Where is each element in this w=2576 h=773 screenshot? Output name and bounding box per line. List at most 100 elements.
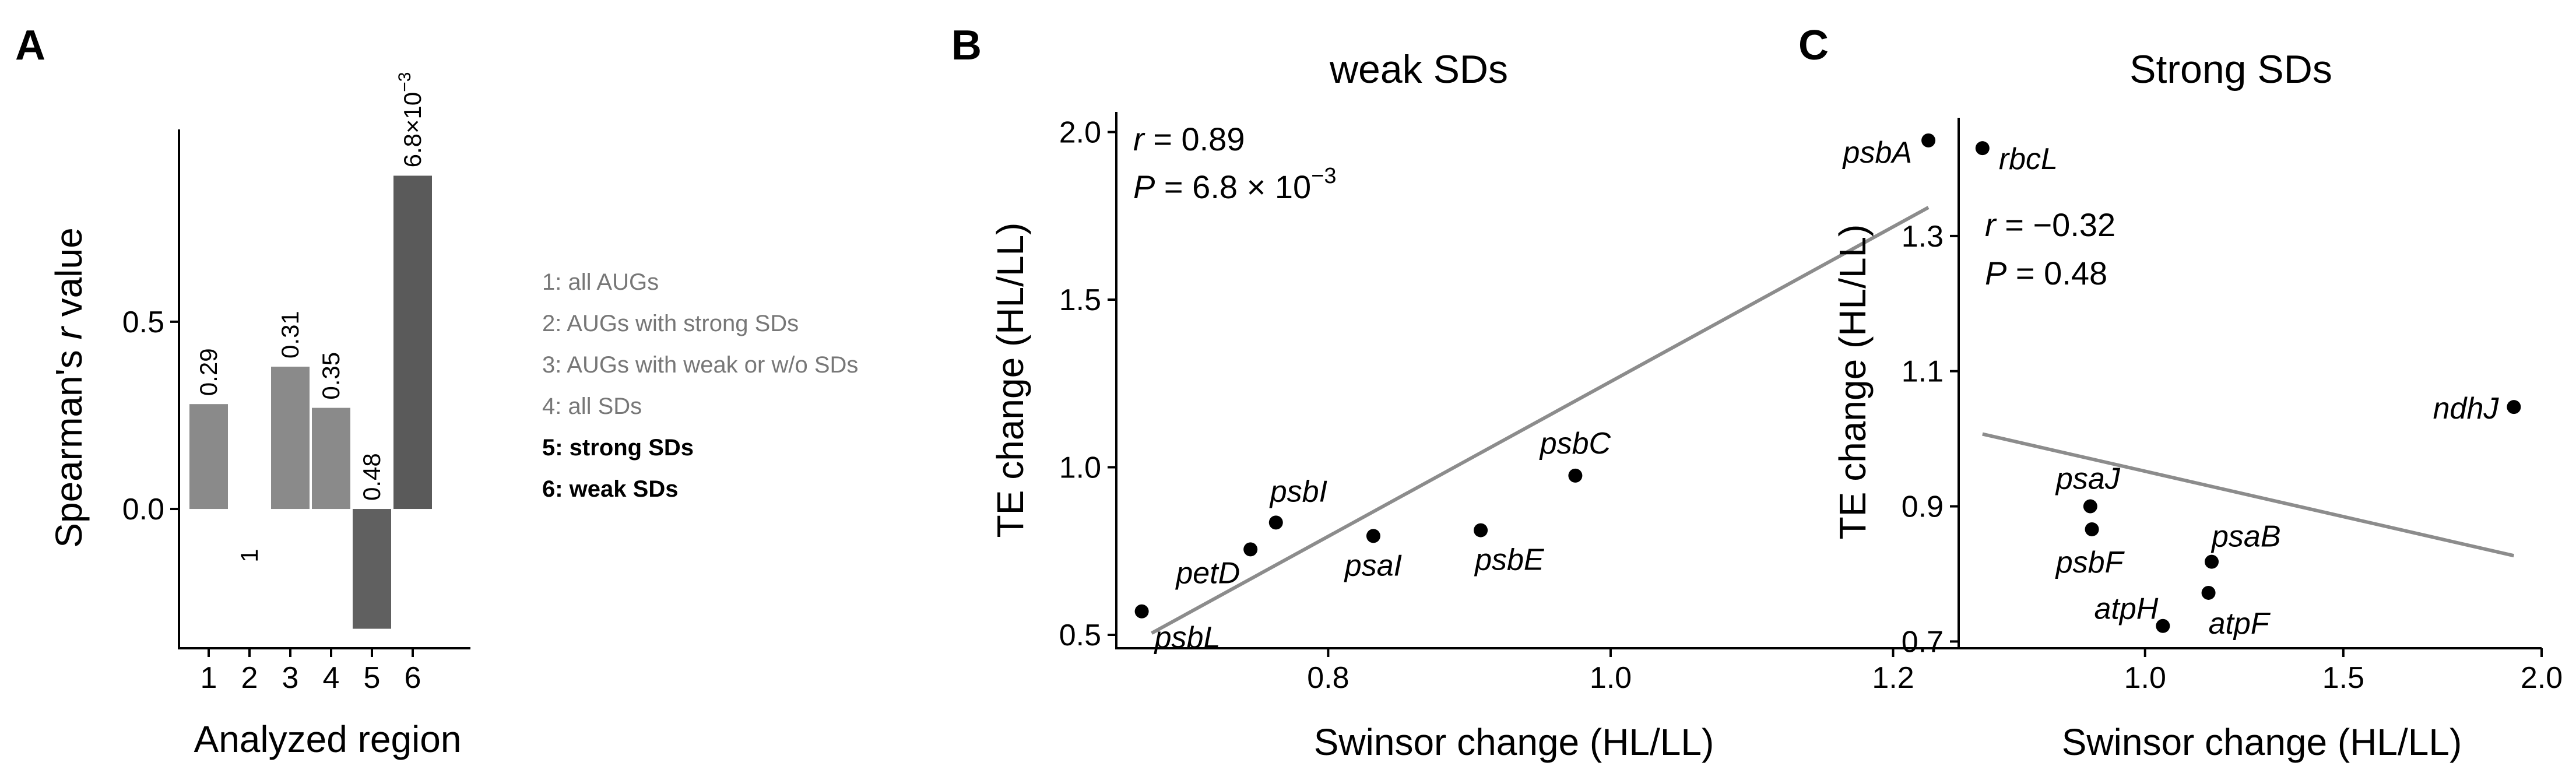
panel-label-a: A bbox=[15, 22, 45, 69]
point-ndhJ bbox=[2507, 400, 2521, 414]
panel-b-title: weak SDs bbox=[1329, 47, 1508, 92]
x-tick-label: 5 bbox=[364, 661, 381, 695]
x-tick-label: 1.0 bbox=[2124, 661, 2166, 695]
bar-region-1 bbox=[189, 404, 228, 510]
point-label-psaI: psaI bbox=[1344, 549, 1402, 582]
y-tick-label: 1.3 bbox=[1902, 220, 1944, 254]
point-psbA bbox=[1921, 133, 1936, 147]
panel-b-p-stat: P = 6.8 × 10−3 bbox=[1133, 164, 1336, 205]
panel-b-points: psbA psbC psbI psaI psbE petD psbL bbox=[1134, 133, 1936, 655]
panel-c-x-axis-label: Swinsor change (HL/LL) bbox=[2062, 721, 2462, 763]
point-psaB bbox=[2205, 554, 2219, 569]
p-value-label-6: 6.8×10−3 bbox=[395, 72, 426, 168]
point-psbE bbox=[1474, 523, 1488, 537]
point-label-psbL: psbL bbox=[1154, 621, 1221, 655]
legend-item-1: 1: all AUGs bbox=[542, 269, 659, 295]
point-label-psbC: psbC bbox=[1539, 427, 1611, 461]
point-label-psbI: psbI bbox=[1269, 475, 1327, 508]
panel-c-y-ticks: 0.7 0.9 1.1 1.3 bbox=[1902, 220, 1959, 659]
x-tick-label: 1.0 bbox=[1590, 661, 1632, 695]
point-label-psaB: psaB bbox=[2210, 520, 2281, 554]
x-tick-label: 2.0 bbox=[2521, 661, 2563, 695]
panel-c-points: rbcL ndhJ psaJ psbF psaB atpF atpH bbox=[1975, 141, 2521, 641]
y-tick-label: 0.5 bbox=[1059, 619, 1101, 652]
panel-b-regression bbox=[1151, 206, 1930, 635]
panel-b-y-ticks: 0.5 1.0 1.5 2.0 bbox=[1059, 116, 1116, 652]
point-label-atpH: atpH bbox=[2094, 592, 2158, 626]
point-label-rbcL: rbcL bbox=[1999, 142, 2058, 176]
point-psbC bbox=[1568, 468, 1583, 483]
panel-b-y-axis-label: TE change (HL/LL) bbox=[989, 223, 1031, 538]
y-tick-label: 1.0 bbox=[1059, 451, 1101, 485]
panel-c-y-axis-label: TE change (HL/LL) bbox=[1832, 224, 1874, 540]
p-value-label-4: 0.35 bbox=[317, 352, 345, 400]
point-label-petD: petD bbox=[1175, 556, 1240, 590]
y-tick-label: 1.1 bbox=[1902, 355, 1944, 389]
point-atpF bbox=[2201, 585, 2216, 600]
y-tick-label: 0.0 bbox=[122, 493, 164, 526]
point-atpH bbox=[2156, 619, 2170, 633]
x-tick-label: 6 bbox=[405, 661, 421, 695]
legend-item-2: 2: AUGs with strong SDs bbox=[542, 311, 799, 336]
p-value-label-2: 1 bbox=[236, 549, 263, 562]
panel-c-x-ticks: 1.0 1.5 2.0 bbox=[2124, 648, 2563, 695]
y-tick-label: 1.5 bbox=[1059, 283, 1101, 317]
point-label-ndhJ: ndhJ bbox=[2433, 392, 2500, 426]
panel-c-regression bbox=[1982, 432, 2515, 558]
panel-c-title: Strong SDs bbox=[2129, 47, 2332, 92]
point-petD bbox=[1243, 542, 1258, 557]
legend-item-3: 3: AUGs with weak or w/o SDs bbox=[542, 352, 858, 378]
point-psaJ bbox=[2083, 499, 2097, 514]
y-tick-label: 0.5 bbox=[122, 305, 164, 339]
panel-label-c: C bbox=[1798, 22, 1829, 69]
regression-line bbox=[1982, 432, 2515, 558]
panel-c: C Strong SDs rbcL ndhJ psaJ psbF psaB atpF atp… bbox=[1798, 22, 2563, 763]
panel-c-r-stat: r = −0.32 bbox=[1985, 206, 2115, 243]
p-value-label-5: 0.48 bbox=[358, 453, 385, 501]
x-tick-label: 1.2 bbox=[1872, 661, 1914, 695]
panel-label-b: B bbox=[951, 22, 982, 69]
panel-a-x-axis-label: Analyzed region bbox=[194, 718, 462, 760]
p-value-label-1: 0.29 bbox=[195, 348, 222, 396]
bar-region-5 bbox=[353, 509, 391, 629]
panel-b-r-stat: r = 0.89 bbox=[1133, 121, 1245, 157]
legend-item-4: 4: all SDs bbox=[542, 393, 642, 419]
x-tick-label: 0.8 bbox=[1307, 661, 1349, 695]
regression-line bbox=[1151, 206, 1930, 635]
point-label-psbA: psbA bbox=[1842, 136, 1913, 170]
panel-b-x-axis-label: Swinsor change (HL/LL) bbox=[1314, 721, 1714, 763]
p-value-exponent: −3 bbox=[395, 72, 414, 92]
legend-item-6: 6: weak SDs bbox=[542, 476, 678, 502]
panel-a-y-axis-label: Spearman's r value bbox=[48, 227, 90, 547]
panel-c-p-stat: P = 0.48 bbox=[1985, 255, 2107, 291]
bar-region-6 bbox=[393, 175, 432, 510]
point-label-psbF: psbF bbox=[2055, 546, 2125, 579]
x-tick-label: 3 bbox=[282, 661, 299, 695]
panel-a-bars bbox=[189, 175, 432, 629]
x-tick-label: 1 bbox=[201, 661, 217, 695]
panel-a-pvalue-labels: 0.29 1 0.31 0.35 0.48 6.8×10−3 bbox=[195, 72, 426, 563]
x-tick-label: 4 bbox=[323, 661, 340, 695]
point-psbI bbox=[1268, 515, 1283, 530]
bar-region-3 bbox=[271, 366, 310, 510]
y-tick-label: 2.0 bbox=[1059, 116, 1101, 150]
y-tick-label: 0.9 bbox=[1902, 490, 1944, 524]
legend: 1: all AUGs 2: AUGs with strong SDs 3: AUG… bbox=[542, 269, 858, 502]
x-tick-label: 2 bbox=[241, 661, 258, 695]
bar-region-4 bbox=[312, 407, 350, 510]
x-tick-label: 1.5 bbox=[2322, 661, 2364, 695]
point-psbF bbox=[2085, 522, 2099, 536]
p-value-label-3: 0.31 bbox=[276, 311, 304, 359]
point-label-psbE: psbE bbox=[1474, 543, 1545, 577]
y-tick-label: 0.7 bbox=[1902, 625, 1944, 659]
point-psbL bbox=[1134, 604, 1149, 619]
point-label-atpF: atpF bbox=[2209, 607, 2271, 641]
panel-b-x-ticks: 0.8 1.0 1.2 bbox=[1307, 648, 1914, 695]
point-psaI bbox=[1366, 529, 1380, 543]
legend-item-5: 5: strong SDs bbox=[542, 435, 694, 461]
panel-a-y-ticks: 0.0 0.5 bbox=[122, 305, 179, 526]
point-rbcL bbox=[1975, 141, 1990, 156]
